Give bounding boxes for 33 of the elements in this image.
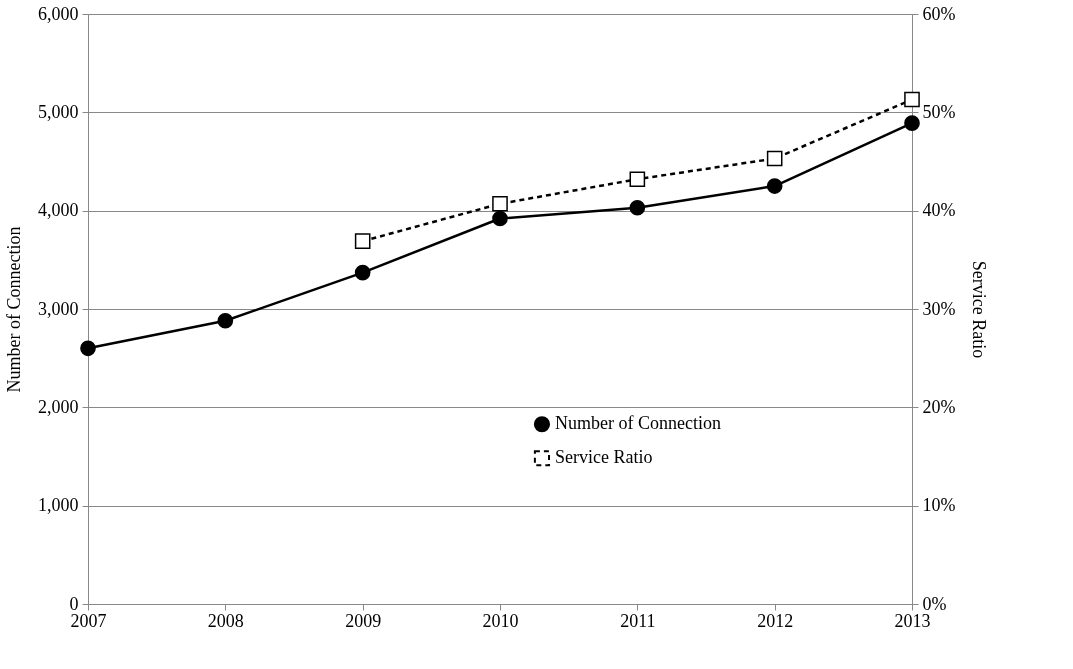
point: [904, 91, 920, 108]
y-axis-title: Number of Connection: [4, 226, 24, 393]
y2-tick-label: 30%: [922, 298, 956, 319]
x-tick-label: 2008: [207, 610, 244, 631]
point: [629, 171, 646, 188]
y-tick-label: 4,000: [38, 200, 79, 221]
y-tick-label: 3,000: [38, 298, 79, 319]
point: [217, 312, 234, 329]
y2-tick-label: 40%: [922, 200, 956, 221]
point: [492, 210, 508, 227]
x-tick-label: 2009: [345, 610, 382, 631]
y2-tick-label: 20%: [922, 396, 956, 417]
point: [766, 178, 783, 194]
y2-tick-label: 60%: [922, 3, 956, 24]
x-tick-label: 2010: [482, 610, 519, 631]
y-tick-label: 1,000: [38, 495, 79, 516]
point: [492, 195, 508, 212]
point: [629, 199, 646, 216]
y-tick-label: 6,000: [38, 3, 79, 24]
point: [354, 233, 371, 249]
y2-axis-title: Service Ratio: [969, 260, 990, 359]
y-tick-label: 5,000: [38, 101, 79, 122]
y-tick-label: 2,000: [38, 396, 79, 417]
x-tick-label: 2011: [620, 610, 656, 631]
legend-label: Number of Connection: [554, 413, 721, 434]
x-tick-label: 2012: [757, 610, 794, 631]
point: [354, 264, 371, 281]
legend-label: Service Ratio: [554, 447, 653, 468]
point: [766, 150, 783, 167]
y2-tick-label: 10%: [922, 495, 956, 516]
y2-tick-label: 50%: [922, 101, 956, 122]
point: [904, 115, 920, 131]
point: [80, 340, 96, 357]
